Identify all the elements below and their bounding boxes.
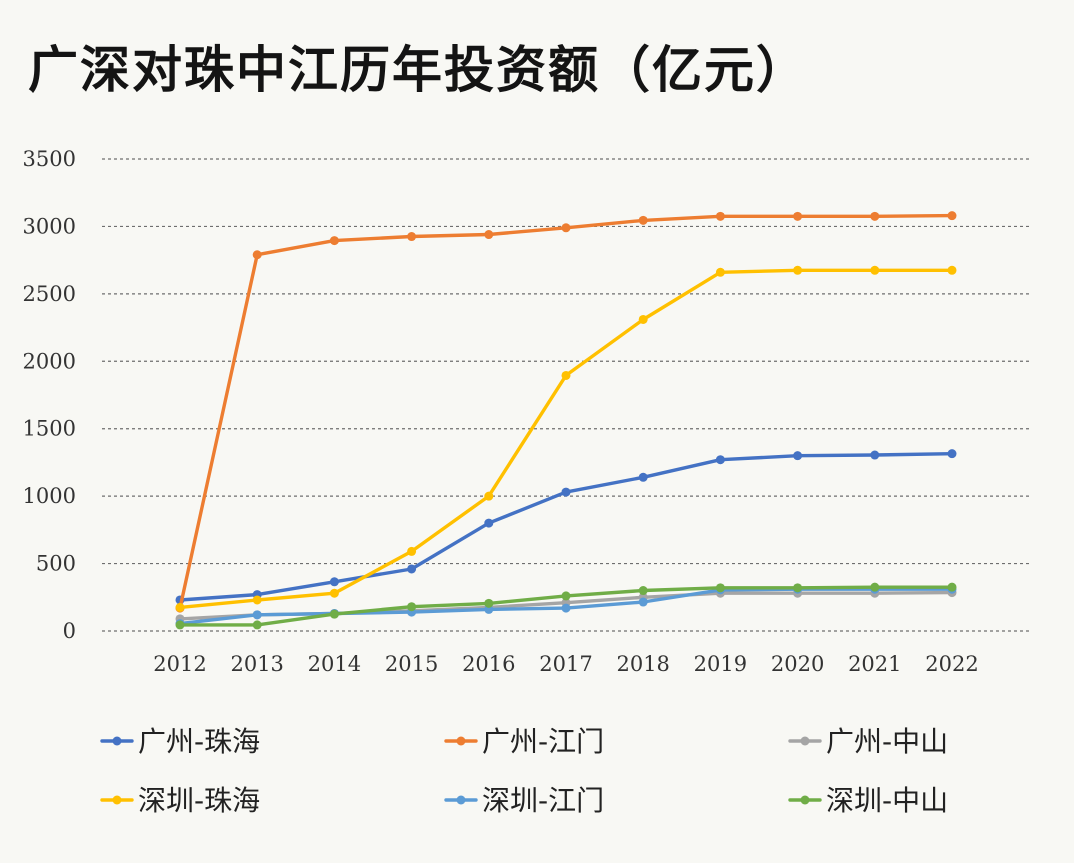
y-tick-label: 2000: [23, 349, 76, 373]
data-point: [715, 583, 725, 593]
y-tick-label: 1000: [23, 484, 76, 508]
data-point: [484, 230, 494, 240]
series-group: [175, 449, 957, 605]
data-point: [252, 620, 262, 630]
legend-item: 广州-中山: [788, 725, 948, 758]
data-point: [638, 586, 648, 596]
series-lines: [175, 211, 957, 630]
data-point: [407, 602, 417, 612]
legend-label: 广州-江门: [482, 725, 604, 758]
x-tick-label: 2014: [308, 652, 361, 676]
series-group: [175, 582, 957, 630]
legend-swatch-marker: [112, 795, 122, 805]
data-point: [715, 267, 725, 277]
data-point: [561, 591, 571, 601]
legend-swatch-marker: [456, 795, 466, 805]
legend-label: 深圳-江门: [482, 784, 604, 817]
data-point: [947, 582, 957, 592]
data-point: [638, 597, 648, 607]
x-tick-label: 2021: [848, 652, 901, 676]
x-tick-label: 2019: [694, 652, 747, 676]
data-point: [638, 472, 648, 482]
data-point: [484, 491, 494, 501]
data-point: [947, 449, 957, 459]
data-point: [947, 265, 957, 275]
data-point: [329, 588, 339, 598]
data-point: [561, 370, 571, 380]
data-point: [252, 595, 262, 605]
data-point: [870, 450, 880, 460]
x-tick-label: 2012: [153, 652, 206, 676]
x-tick-label: 2022: [925, 652, 978, 676]
data-point: [870, 582, 880, 592]
y-axis: 0 500 1000 1500 2000 2500 3000 3500: [23, 147, 76, 643]
data-point: [175, 620, 185, 630]
data-point: [793, 211, 803, 221]
legend-item: 深圳-江门: [444, 784, 604, 817]
data-point: [793, 583, 803, 593]
data-point: [715, 455, 725, 465]
series-line: [178, 268, 954, 610]
data-point: [561, 487, 571, 497]
y-tick-label: 3500: [23, 147, 76, 171]
data-point: [561, 223, 571, 233]
x-tick-label: 2018: [616, 652, 669, 676]
data-point: [715, 211, 725, 221]
legend-label: 深圳-珠海: [138, 784, 260, 817]
y-tick-label: 0: [63, 619, 76, 643]
data-point: [252, 250, 262, 260]
data-point: [484, 598, 494, 608]
data-point: [252, 610, 262, 620]
data-point: [793, 265, 803, 275]
legend-label: 广州-中山: [826, 725, 948, 758]
series-group: [175, 265, 957, 612]
legend-item: 广州-珠海: [100, 725, 260, 758]
data-point: [407, 232, 417, 242]
y-tick-label: 500: [36, 552, 76, 576]
legend-item: 深圳-珠海: [100, 784, 260, 817]
data-point: [484, 518, 494, 528]
y-tick-label: 1500: [23, 417, 76, 441]
data-point: [329, 236, 339, 246]
data-point: [329, 609, 339, 619]
data-point: [947, 211, 957, 221]
x-tick-label: 2015: [385, 652, 438, 676]
data-point: [407, 564, 417, 574]
x-tick-label: 2017: [539, 652, 592, 676]
legend-item: 广州-江门: [444, 725, 604, 758]
legend-swatch-marker: [112, 736, 122, 746]
series-line: [178, 213, 954, 610]
y-tick-label: 3000: [23, 214, 76, 238]
chart-title: 广深对珠中江历年投资额（亿元）: [28, 41, 808, 99]
data-point: [870, 211, 880, 221]
data-point: [407, 546, 417, 556]
data-point: [870, 265, 880, 275]
y-tick-label: 2500: [23, 282, 76, 306]
data-point: [638, 314, 648, 324]
legend-swatch-marker: [800, 736, 810, 746]
legend-label: 广州-珠海: [138, 725, 260, 758]
x-tick-label: 2013: [230, 652, 283, 676]
x-tick-label: 2020: [771, 652, 824, 676]
legend-item: 深圳-中山: [788, 784, 948, 817]
data-point: [638, 215, 648, 225]
legend-label: 深圳-中山: [826, 784, 948, 817]
legend-swatch-marker: [456, 736, 466, 746]
legend-swatch-marker: [800, 795, 810, 805]
x-tick-label: 2016: [462, 652, 515, 676]
series-line: [178, 452, 954, 602]
x-axis: 2012 2013 2014 2015 2016 2017 2018 2019 2020 2021…: [153, 652, 978, 676]
data-point: [561, 603, 571, 613]
data-point: [793, 451, 803, 461]
data-point: [329, 577, 339, 587]
data-point: [175, 602, 185, 612]
